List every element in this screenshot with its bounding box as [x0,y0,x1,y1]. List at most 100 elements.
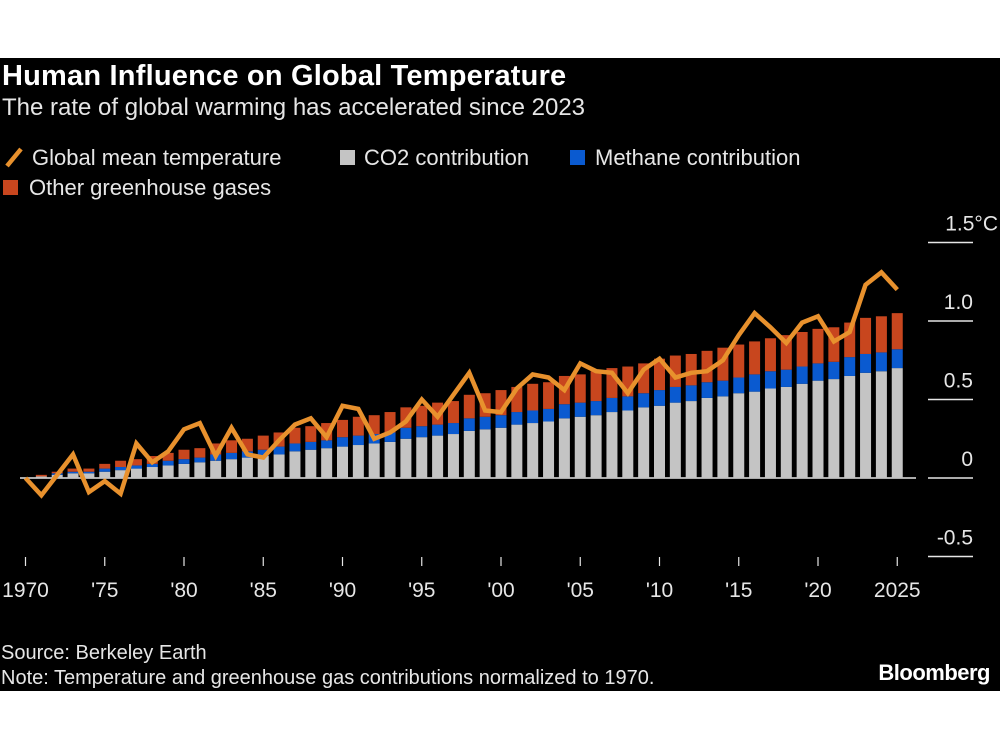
bar-co2-contribution-2015 [733,393,745,478]
bar-other-greenhouse-gases-2010 [654,358,665,391]
bar-other-greenhouse-gases-2003 [543,382,555,409]
bar-methane-contribution-1986 [273,446,285,455]
legend-line-icon [5,147,23,168]
bar-other-greenhouse-gases-2024 [875,316,887,353]
bar-methane-contribution-2023 [860,353,872,373]
y-tick-label: 0 [961,448,973,471]
bar-methane-contribution-2007 [606,397,618,413]
bar-other-greenhouse-gases-2002 [527,383,539,411]
bar-methane-contribution-1976 [115,467,127,471]
bar-methane-contribution-1989 [321,440,333,449]
bar-co2-contribution-2020 [812,380,824,478]
bar-other-greenhouse-gases-2000 [495,390,507,416]
legend-label-co2: CO2 contribution [364,145,530,170]
bar-other-greenhouse-gases-2012 [685,353,697,386]
bar-co2-contribution-2019 [796,383,808,478]
bar-co2-contribution-1986 [273,454,285,478]
bar-methane-contribution-2001 [511,412,523,425]
x-tick-label: '15 [725,579,752,602]
bar-other-greenhouse-gases-2022 [844,322,856,358]
bar-other-greenhouse-gases-1984 [241,438,253,452]
bar-methane-contribution-1997 [447,423,459,435]
chart-subtitle: The rate of global warming has accelerat… [2,94,586,121]
bar-other-greenhouse-gases-2013 [701,350,713,383]
bar-methane-contribution-2004 [558,404,570,419]
bar-methane-contribution-1979 [162,460,174,466]
bar-other-greenhouse-gases-1988 [305,426,317,442]
bar-co2-contribution-2022 [844,375,856,478]
bar-co2-contribution-1982 [210,460,222,478]
bar-other-greenhouse-gases-2020 [812,328,824,364]
bar-other-greenhouse-gases-1994 [400,407,412,428]
bar-co2-contribution-2017 [764,388,776,478]
x-tick-label: '05 [567,579,594,602]
bar-methane-contribution-2002 [527,410,539,424]
bar-other-greenhouse-gases-1997 [447,401,459,424]
bar-methane-contribution-1988 [305,441,317,450]
bar-co2-contribution-2003 [543,421,555,478]
bar-co2-contribution-2010 [654,405,665,478]
bar-other-greenhouse-gases-2006 [590,371,602,402]
bar-other-greenhouse-gases-1983 [226,440,238,453]
bar-methane-contribution-2015 [733,377,745,394]
bar-methane-contribution-1998 [463,418,475,431]
bar-other-greenhouse-gases-1989 [321,423,333,441]
bar-co2-contribution-1990 [337,446,348,478]
bar-co2-contribution-2018 [780,386,792,478]
bar-methane-contribution-2020 [812,363,824,381]
bar-co2-contribution-1984 [241,457,253,478]
bar-other-greenhouse-gases-1987 [289,427,301,444]
bar-co2-contribution-1981 [194,462,206,478]
bar-methane-contribution-2018 [780,369,792,387]
bar-co2-contribution-2021 [828,379,840,478]
bar-co2-contribution-2024 [875,371,887,478]
bar-methane-contribution-2014 [717,380,729,397]
legend-co2-swatch-icon [340,150,355,165]
bar-other-greenhouse-gases-2018 [780,335,792,370]
bar-co2-contribution-2013 [701,397,713,478]
bar-methane-contribution-1975 [99,468,111,472]
bar-other-greenhouse-gases-1977 [130,459,142,466]
bar-methane-contribution-2009 [638,393,650,408]
bar-co2-contribution-1978 [146,467,158,478]
bar-co2-contribution-1995 [416,437,428,478]
bar-co2-contribution-1975 [99,471,111,478]
bar-co2-contribution-1977 [130,468,142,478]
bar-other-greenhouse-gases-2007 [606,368,618,398]
bar-methane-contribution-1977 [130,465,142,469]
x-tick-label: '90 [329,579,356,602]
bar-other-greenhouse-gases-1991 [352,416,364,436]
legend-methane-swatch-icon [570,150,585,165]
bar-methane-contribution-1995 [416,426,428,438]
bar-co2-contribution-2001 [511,424,523,478]
bar-co2-contribution-2008 [622,410,634,478]
bar-methane-contribution-1991 [352,435,364,446]
chart-title: Human Influence on Global Temperature [2,60,567,92]
bar-co2-contribution-1996 [432,435,444,478]
bar-other-greenhouse-gases-2023 [860,317,872,354]
bar-methane-contribution-2011 [669,386,681,403]
bar-co2-contribution-2016 [749,391,761,478]
bar-other-greenhouse-gases-1985 [257,435,269,450]
bar-methane-contribution-1983 [226,452,238,460]
y-tick-label: 1.5°C [945,213,998,236]
bar-co2-contribution-1985 [257,456,269,478]
bar-methane-contribution-2017 [764,371,776,389]
bar-methane-contribution-2019 [796,366,808,384]
bar-co2-contribution-1991 [352,445,364,478]
bar-co2-contribution-2002 [527,423,539,478]
source-text: Source: Berkeley Earth [1,642,207,664]
bar-co2-contribution-1999 [479,429,491,478]
x-tick-label: '80 [170,579,197,602]
bar-methane-contribution-1987 [289,443,301,452]
bar-methane-contribution-1999 [479,416,491,430]
bar-other-greenhouse-gases-1993 [384,412,396,433]
bar-other-greenhouse-gases-2005 [574,374,586,403]
bar-other-greenhouse-gases-1992 [368,415,380,435]
bar-other-greenhouse-gases-1973 [67,468,79,472]
bar-co2-contribution-1993 [384,441,396,478]
bar-methane-contribution-1993 [384,432,396,442]
bar-co2-contribution-1989 [321,448,333,478]
